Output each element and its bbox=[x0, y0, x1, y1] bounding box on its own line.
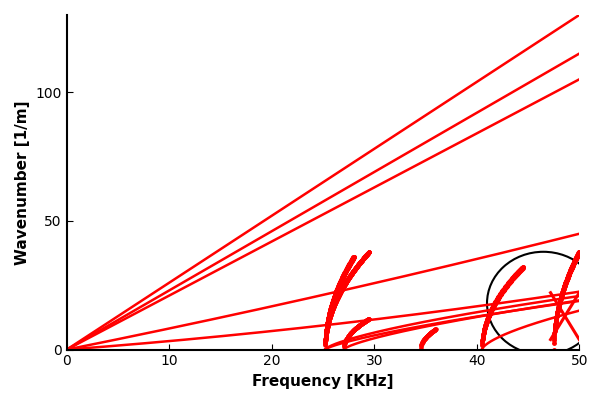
X-axis label: Frequency [KHz]: Frequency [KHz] bbox=[252, 374, 394, 389]
Y-axis label: Wavenumber [1/m]: Wavenumber [1/m] bbox=[15, 100, 30, 265]
